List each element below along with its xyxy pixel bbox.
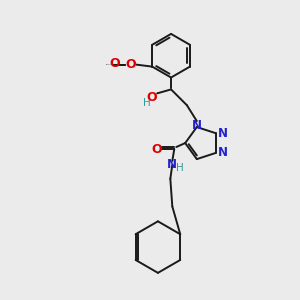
Text: H: H — [143, 98, 151, 108]
Text: N: N — [167, 158, 177, 171]
Text: N: N — [192, 118, 202, 132]
Text: H: H — [176, 163, 184, 173]
Text: N: N — [218, 127, 228, 140]
Text: O: O — [125, 58, 136, 71]
Text: O: O — [109, 57, 120, 70]
Text: N: N — [218, 146, 228, 160]
Text: methoxy: methoxy — [106, 64, 112, 65]
Text: O: O — [146, 91, 157, 104]
Text: O: O — [151, 142, 162, 155]
